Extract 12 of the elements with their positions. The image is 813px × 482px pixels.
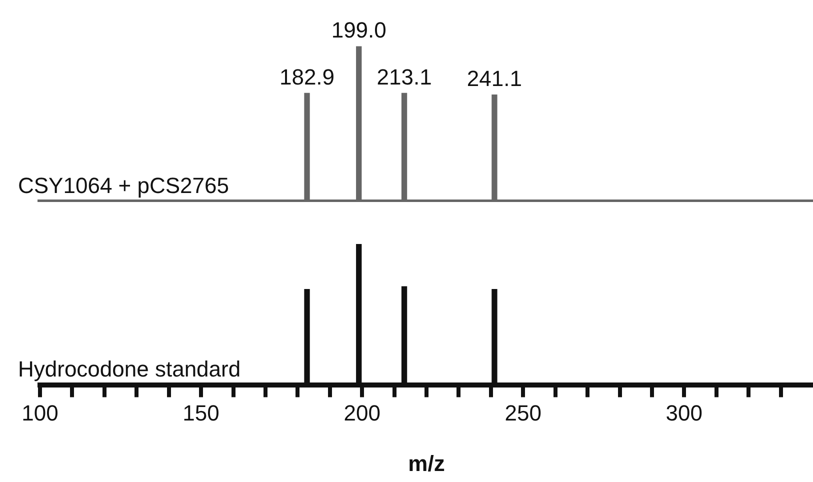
annotation: 241.1	[466, 66, 522, 91]
x-tick-label: 250	[504, 400, 542, 426]
text: Hydrocodone standard	[18, 356, 241, 382]
x-tick-label: 100	[22, 400, 58, 426]
annotation: 199.0	[331, 18, 386, 43]
x-tick-label: 300	[666, 400, 703, 426]
x-axis-title: m/z	[408, 450, 445, 476]
x-tick-label: 200	[344, 400, 380, 426]
x-tick-label: 150	[182, 400, 220, 426]
text: CSY1064 + pCS2765	[18, 173, 229, 198]
annotation: 213.1	[376, 64, 432, 90]
annotation: 182.9	[279, 64, 335, 90]
